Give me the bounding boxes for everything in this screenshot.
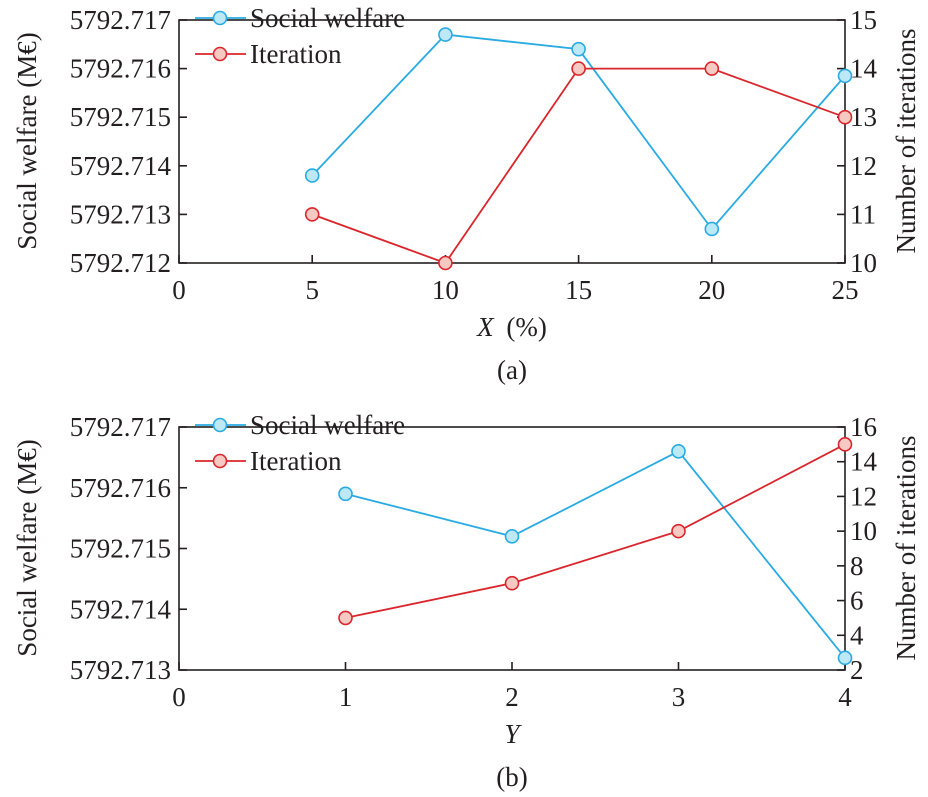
x-tick-label-a: 5 <box>305 275 319 305</box>
y-axis-label-left-b: Social welfare (M€) <box>12 439 42 656</box>
data-point-social-welfare-a <box>304 168 320 183</box>
legend-label-iteration-a: Iteration <box>250 39 342 69</box>
legend-marker-social-welfare-b <box>212 417 228 433</box>
data-point-iteration-b <box>671 523 686 539</box>
series-layer-b <box>338 437 853 666</box>
data-point-iteration-b <box>338 610 353 626</box>
series-line-social-welfare-b <box>345 450 846 659</box>
left-tick-label-b: 5792.717 <box>70 412 171 442</box>
right-axis-b: 2 4 6 8 10 12 14 16 <box>837 412 878 685</box>
data-point-iteration-a <box>571 61 586 76</box>
x-tick-label-a: 15 <box>565 275 592 305</box>
legend-b: Social welfare Iteration <box>195 410 405 476</box>
plot-frame-a <box>178 19 846 264</box>
x-axis-label-unit-a: (%) <box>506 312 546 342</box>
panel-label-a: (a) <box>497 355 527 385</box>
right-axis-a: 10 11 12 13 14 15 <box>837 5 878 278</box>
data-point-iteration-b <box>837 437 853 452</box>
right-tick-label-b: 12 <box>850 481 877 511</box>
data-point-iteration-a <box>304 207 320 222</box>
right-tick-label-b: 8 <box>850 551 864 581</box>
left-tick-label-b: 5792.713 <box>70 655 171 685</box>
data-point-social-welfare-b <box>338 486 353 502</box>
data-point-social-welfare-a <box>704 221 720 237</box>
x-axis-a: 0 5 10 15 20 25 <box>172 255 859 305</box>
x-tick-label-b: 0 <box>172 682 186 712</box>
legend-marker-iteration-b <box>212 453 228 469</box>
series-line-iteration-b <box>345 443 846 619</box>
y-axis-label-right-a: Number of iterations <box>891 29 921 254</box>
series-line-iteration-a <box>311 67 846 265</box>
y-axis-label-right-b: Number of iterations <box>891 436 921 661</box>
chart-panel-b: 5792.713 5792.714 5792.715 5792.716 5792.717… <box>12 410 921 792</box>
data-point-social-welfare-b <box>837 650 853 666</box>
left-tick-label-b: 5792.714 <box>70 594 172 624</box>
x-axis-b: 0 1 2 3 4 <box>172 662 852 712</box>
right-tick-label-b: 6 <box>850 586 864 616</box>
x-axis-label-b: Y <box>504 719 522 749</box>
right-tick-label-a: 14 <box>850 54 878 84</box>
legend-marker-social-welfare-a <box>212 10 228 26</box>
data-point-social-welfare-a <box>438 27 453 42</box>
right-tick-label-b: 16 <box>850 412 877 442</box>
right-tick-label-b: 10 <box>850 516 877 546</box>
left-axis-a: 5792.712 5792.713 5792.714 5792.715 5792.716… <box>70 5 187 278</box>
x-tick-label-b: 2 <box>505 682 519 712</box>
left-tick-label-a: 5792.713 <box>70 199 171 229</box>
legend-label-iteration-b: Iteration <box>250 446 342 476</box>
data-point-social-welfare-a <box>837 68 853 84</box>
data-point-iteration-a <box>837 109 853 125</box>
left-tick-label-a: 5792.715 <box>70 102 171 132</box>
chart-panel-a: 5792.712 5792.713 5792.714 5792.715 5792.716… <box>12 3 921 385</box>
legend-label-social-welfare-a: Social welfare <box>250 3 405 33</box>
x-tick-label-b: 4 <box>838 682 852 712</box>
series-layer-a <box>304 27 853 271</box>
x-tick-label-a: 20 <box>698 275 725 305</box>
right-tick-label-b: 4 <box>850 620 864 650</box>
legend-label-social-welfare-b: Social welfare <box>250 410 405 440</box>
left-tick-label-a: 5792.716 <box>70 54 171 84</box>
left-tick-label-b: 5792.715 <box>70 534 171 564</box>
y-axis-label-left-a: Social welfare (M€) <box>12 32 42 249</box>
left-axis-b: 5792.713 5792.714 5792.715 5792.716 5792.717 <box>70 412 187 685</box>
left-tick-label-a: 5792.714 <box>70 151 172 181</box>
right-tick-label-a: 15 <box>850 5 877 35</box>
data-point-iteration-a <box>438 255 453 271</box>
left-tick-label-a: 5792.712 <box>70 248 171 278</box>
right-tick-label-a: 13 <box>850 102 877 132</box>
x-tick-label-a: 25 <box>832 275 859 305</box>
x-tick-label-b: 3 <box>672 682 686 712</box>
right-tick-label-a: 11 <box>850 199 876 229</box>
x-axis-label-var-a: X <box>476 312 495 342</box>
left-tick-label-a: 5792.717 <box>70 5 171 35</box>
data-point-social-welfare-a <box>571 41 586 57</box>
data-point-iteration-a <box>704 61 720 76</box>
x-tick-label-a: 0 <box>172 275 186 305</box>
x-tick-label-a: 10 <box>432 275 459 305</box>
data-point-iteration-b <box>504 575 520 591</box>
data-point-social-welfare-b <box>671 443 686 459</box>
right-tick-label-b: 2 <box>850 655 864 685</box>
right-tick-label-a: 10 <box>850 248 877 278</box>
legend-marker-iteration-a <box>212 46 228 62</box>
right-tick-label-b: 14 <box>850 447 878 477</box>
x-tick-label-b: 1 <box>339 682 353 712</box>
panel-label-b: (b) <box>496 762 527 792</box>
right-tick-label-a: 12 <box>850 151 877 181</box>
left-tick-label-b: 5792.716 <box>70 473 171 503</box>
x-axis-label-var-b: Y <box>504 719 522 749</box>
data-point-social-welfare-b <box>504 529 520 544</box>
x-axis-label-a: X (%) <box>476 312 547 342</box>
legend-a: Social welfare Iteration <box>195 3 405 69</box>
